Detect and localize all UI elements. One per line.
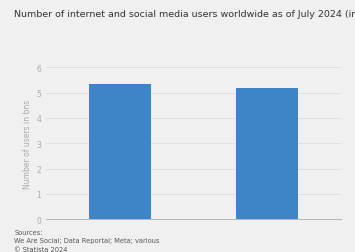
Text: Number of internet and social media users worldwide as of July 2024 (in billions: Number of internet and social media user… bbox=[14, 10, 355, 19]
Y-axis label: Number of users in bns: Number of users in bns bbox=[23, 99, 32, 188]
Bar bbox=[236, 89, 298, 219]
Text: Sources:
We Are Social; Data Reportal; Meta; various
© Statista 2024: Sources: We Are Social; Data Reportal; M… bbox=[14, 229, 160, 252]
Bar bbox=[89, 84, 151, 219]
